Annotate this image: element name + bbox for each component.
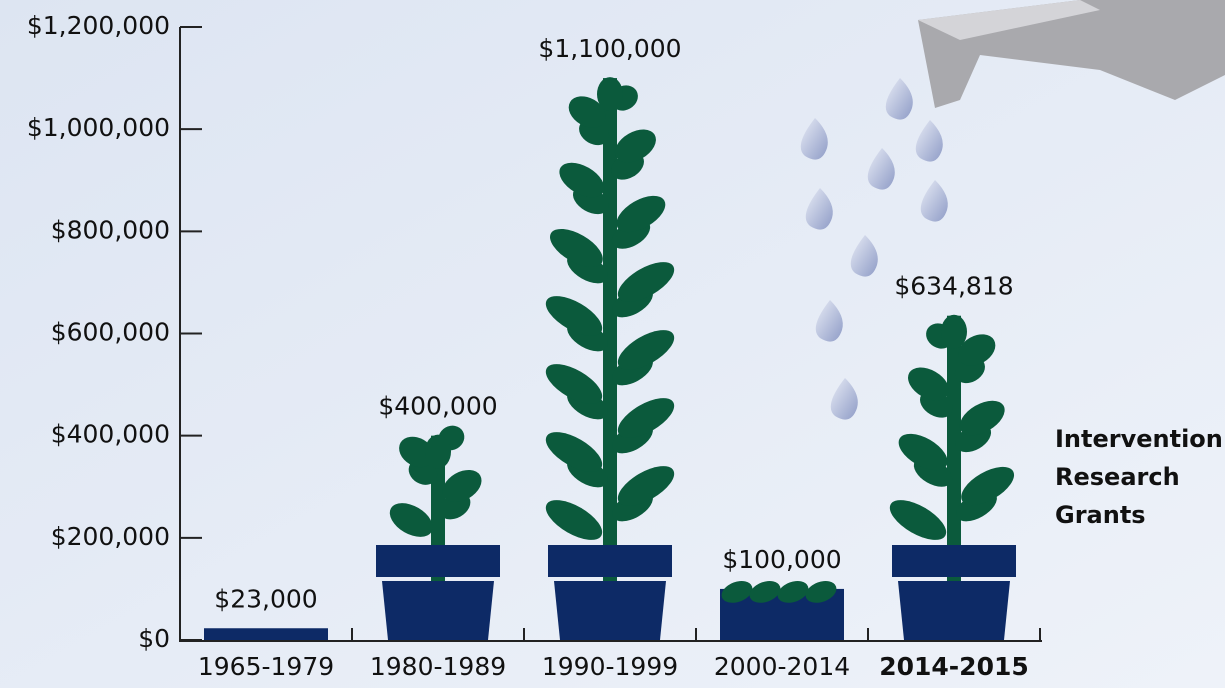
pot (898, 581, 1010, 640)
pot-rim (892, 545, 1016, 577)
value-label: $1,100,000 (538, 34, 681, 63)
x-tick-label: 1980-1989 (370, 652, 506, 681)
y-tick-label: $1,200,000 (27, 11, 170, 40)
value-label: $23,000 (214, 584, 317, 613)
value-label: $100,000 (722, 545, 841, 574)
x-tick-label: 2014-2015 (879, 652, 1029, 681)
y-tick-label: $0 (138, 624, 170, 653)
chart: InterventionResearchGrants $0$200,000$40… (0, 0, 1225, 688)
x-tick-label: 1990-1999 (542, 652, 678, 681)
x-tick-label: 1965-1979 (198, 652, 334, 681)
y-tick-label: $800,000 (51, 215, 170, 244)
y-tick-label: $600,000 (51, 318, 170, 347)
leaf (425, 435, 451, 469)
x-tick-label: 2000-2014 (714, 652, 850, 681)
value-label: $634,818 (894, 272, 1013, 301)
pot (554, 581, 666, 640)
leaf (597, 77, 623, 111)
bar (204, 628, 328, 640)
y-tick-label: $1,000,000 (27, 113, 170, 142)
pot (382, 581, 494, 640)
leaf (941, 315, 967, 349)
y-tick-label: $400,000 (51, 420, 170, 449)
y-tick-label: $200,000 (51, 522, 170, 551)
plant (204, 628, 328, 640)
value-label: $400,000 (378, 392, 497, 421)
pot-rim (376, 545, 500, 577)
pot-rim (548, 545, 672, 577)
